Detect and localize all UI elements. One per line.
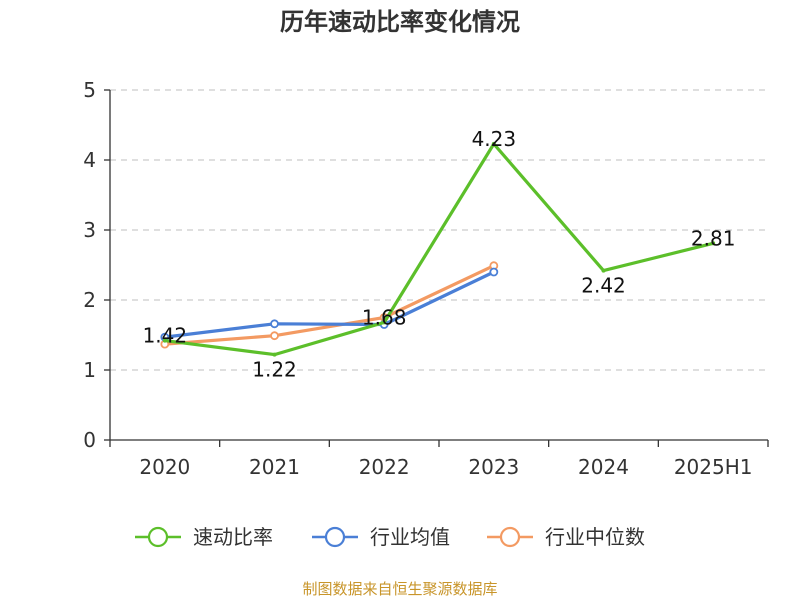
data-label: 4.23: [472, 127, 517, 151]
series-line: [164, 264, 495, 346]
data-point: [711, 241, 716, 246]
legend-marker-icon: [147, 526, 169, 548]
y-tick-label: 1: [83, 358, 96, 382]
x-tick-label: 2022: [359, 455, 410, 479]
data-point: [270, 319, 279, 329]
legend-item[interactable]: 速动比率: [135, 525, 273, 549]
legend-label: 行业均值: [370, 525, 450, 549]
legend-item[interactable]: 行业中位数: [487, 525, 645, 549]
y-tick-label: 4: [83, 148, 96, 172]
series-line: [164, 270, 495, 339]
y-tick-label: 2: [83, 288, 96, 312]
legend-label: 速动比率: [193, 525, 273, 549]
x-tick-label: 2023: [468, 455, 519, 479]
y-tick-label: 0: [83, 428, 96, 452]
legend-item[interactable]: 行业均值: [312, 525, 450, 549]
data-label: 1.68: [362, 305, 407, 329]
x-tick-label: 2020: [139, 455, 190, 479]
data-point: [162, 338, 167, 343]
legend-marker-icon: [499, 526, 521, 548]
data-label: 2.81: [691, 226, 736, 250]
legend-marker-icon: [324, 526, 346, 548]
data-point: [382, 320, 387, 325]
data-point: [601, 268, 606, 273]
legend: 速动比率 行业均值 行业中位数: [135, 525, 645, 549]
x-tick-label: 2024: [578, 455, 629, 479]
data-point: [491, 141, 496, 146]
data-label: 2.42: [581, 274, 626, 298]
chart-title: 历年速动比率变化情况: [280, 8, 520, 36]
legend-label: 行业中位数: [545, 525, 645, 549]
x-tick-label: 2021: [249, 455, 300, 479]
data-labels: 1.42 1.22 1.68 4.23 2.42 2.81: [143, 127, 736, 382]
data-label: 1.22: [252, 358, 297, 382]
series-line: [164, 142, 714, 357]
y-tick-label: 5: [83, 78, 96, 102]
grid-lines: [110, 89, 768, 371]
y-tick-label: 3: [83, 218, 96, 242]
series-lines: [160, 141, 716, 357]
data-point: [270, 331, 279, 341]
x-tick-label: 2025H1: [674, 455, 753, 479]
data-point: [489, 267, 499, 277]
data-point: [272, 352, 277, 357]
data-label: 1.42: [143, 324, 188, 348]
axes: 0 1 2 3 4 5 2020 2021 2022 2023 2024 2025H1: [83, 78, 769, 479]
data-source-note: 制图数据来自恒生聚源数据库: [302, 580, 498, 598]
